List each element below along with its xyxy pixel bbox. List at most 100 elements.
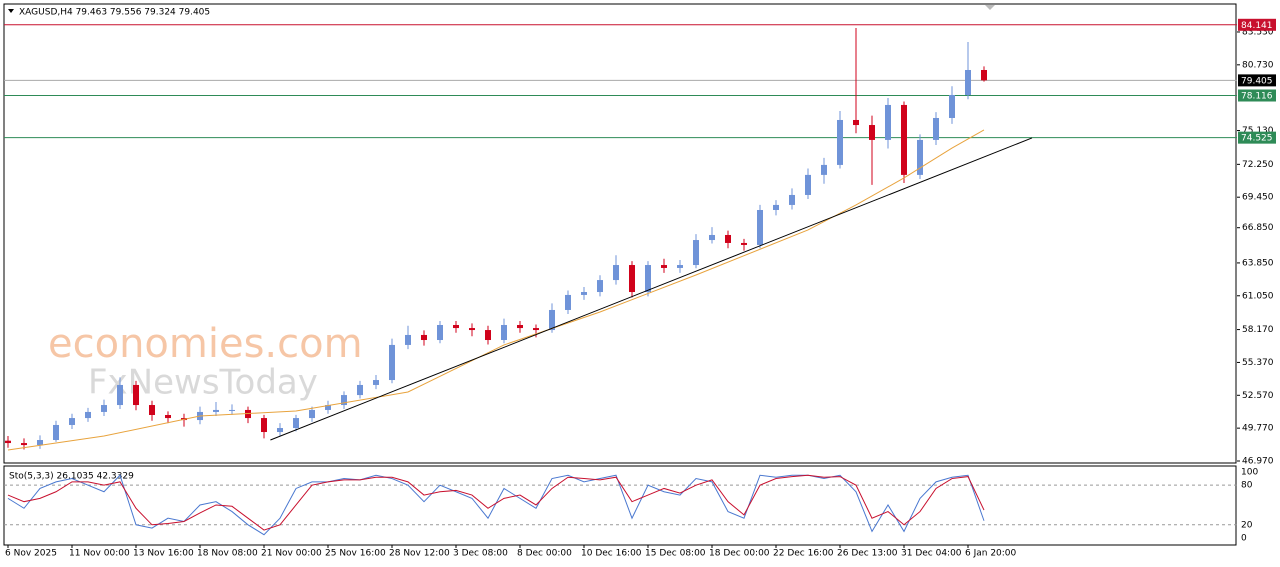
x-tick-label: 6 Nov 2025 bbox=[5, 549, 57, 559]
indicator-label: Sto(5,3,3) 26.1035 42.3329 bbox=[9, 472, 134, 482]
candle-body bbox=[901, 104, 907, 175]
candle-body bbox=[741, 242, 747, 245]
candle-body bbox=[613, 265, 619, 281]
x-tick-label: 25 Nov 16:00 bbox=[325, 549, 386, 559]
candle-body bbox=[357, 384, 363, 396]
candle-body bbox=[293, 418, 299, 429]
level-tag bbox=[1238, 131, 1276, 144]
candle-body bbox=[421, 334, 427, 341]
candle-body bbox=[309, 409, 315, 419]
collapse-arrow[interactable] bbox=[8, 9, 14, 13]
x-tick-label: 8 Dec 00:00 bbox=[517, 549, 572, 559]
x-tick-label: 28 Nov 12:00 bbox=[389, 549, 450, 559]
candle-body bbox=[533, 328, 539, 331]
candle-body bbox=[37, 439, 43, 446]
candle-body bbox=[117, 384, 123, 406]
watermark: FxNewsToday bbox=[88, 363, 318, 403]
y-tick-label: 72.250 bbox=[1242, 160, 1274, 170]
stoch-tick-label: 0 bbox=[1241, 533, 1247, 543]
candle-body bbox=[213, 409, 219, 412]
candle-body bbox=[821, 164, 827, 175]
moving-average bbox=[7, 129, 985, 451]
candle-body bbox=[805, 174, 811, 195]
candle-body bbox=[965, 69, 971, 95]
candle-body bbox=[869, 125, 875, 140]
candle-body bbox=[693, 240, 699, 266]
candle-body bbox=[277, 428, 283, 433]
y-tick-label: 83.530 bbox=[1242, 27, 1274, 37]
x-tick-label: 10 Dec 16:00 bbox=[581, 549, 642, 559]
y-tick-label: 61.050 bbox=[1242, 291, 1274, 301]
candle-body bbox=[517, 324, 523, 329]
x-tick-label: 11 Nov 00:00 bbox=[69, 549, 130, 559]
candle-body bbox=[229, 409, 235, 411]
candle-body bbox=[597, 280, 603, 293]
candle-body bbox=[85, 411, 91, 419]
stoch-tick-label: 80 bbox=[1241, 481, 1253, 491]
candle-body bbox=[405, 334, 411, 345]
level-label: 79.405 bbox=[1241, 76, 1273, 86]
candle-body bbox=[69, 418, 75, 425]
indicator-panel bbox=[3, 465, 1237, 546]
x-tick-label: 26 Dec 13:00 bbox=[837, 549, 898, 559]
x-tick-label: 6 Jan 20:00 bbox=[965, 549, 1017, 559]
candle-body bbox=[677, 265, 683, 268]
candle-body bbox=[149, 405, 155, 416]
candle-body bbox=[453, 324, 459, 329]
y-tick-label: 49.770 bbox=[1242, 424, 1274, 434]
candle-body bbox=[853, 119, 859, 126]
y-tick-label: 58.170 bbox=[1242, 325, 1274, 335]
y-tick-label: 69.450 bbox=[1242, 193, 1274, 203]
candle-body bbox=[885, 104, 891, 140]
candle-body bbox=[661, 265, 667, 268]
y-tick-label: 75.130 bbox=[1242, 126, 1274, 136]
candle-body bbox=[5, 440, 11, 444]
shift-marker bbox=[985, 5, 995, 10]
candle-body bbox=[261, 418, 267, 433]
candle-body bbox=[949, 94, 955, 118]
candle-body bbox=[549, 309, 555, 331]
candle-body bbox=[501, 324, 507, 341]
candle-body bbox=[21, 443, 27, 446]
x-tick-label: 31 Dec 04:00 bbox=[901, 549, 962, 559]
x-tick-label: 18 Nov 08:00 bbox=[197, 549, 258, 559]
candle-body bbox=[341, 395, 347, 406]
candle-body bbox=[101, 405, 107, 412]
candle-body bbox=[485, 330, 491, 341]
trendline bbox=[270, 137, 1033, 441]
candle-body bbox=[773, 204, 779, 210]
candle-body bbox=[389, 344, 395, 381]
candle-body bbox=[581, 292, 587, 295]
x-tick-label: 3 Dec 08:00 bbox=[453, 549, 508, 559]
candle-body bbox=[933, 117, 939, 140]
level-tag bbox=[1238, 74, 1276, 87]
candle-body bbox=[325, 405, 331, 410]
x-tick-label: 18 Dec 00:00 bbox=[709, 549, 770, 559]
candle-body bbox=[629, 265, 635, 293]
stoch-line bbox=[7, 474, 985, 531]
y-tick-label: 55.370 bbox=[1242, 358, 1274, 368]
stoch-tick-label: 20 bbox=[1241, 520, 1253, 530]
candle-body bbox=[469, 328, 475, 331]
x-tick-label: 15 Dec 08:00 bbox=[645, 549, 706, 559]
candle-body bbox=[437, 324, 443, 341]
stoch-tick-label: 100 bbox=[1241, 467, 1258, 477]
y-tick-label: 66.850 bbox=[1242, 223, 1274, 233]
y-tick-label: 63.850 bbox=[1242, 258, 1274, 268]
x-tick-label: 22 Dec 16:00 bbox=[773, 549, 834, 559]
candle-body bbox=[709, 234, 715, 241]
candle-body bbox=[565, 294, 571, 310]
x-tick-label: 13 Nov 16:00 bbox=[133, 549, 194, 559]
level-tag bbox=[1238, 18, 1276, 31]
level-label: 74.525 bbox=[1241, 134, 1273, 144]
candle-body bbox=[373, 380, 379, 385]
candle-body bbox=[133, 384, 139, 406]
y-tick-label: 80.730 bbox=[1242, 60, 1274, 70]
stoch-line bbox=[7, 474, 985, 536]
x-tick-label: 21 Nov 00:00 bbox=[261, 549, 322, 559]
y-tick-label: 52.570 bbox=[1242, 391, 1274, 401]
candle-body bbox=[981, 69, 987, 81]
candle-body bbox=[165, 415, 171, 419]
candle-body bbox=[837, 119, 843, 165]
